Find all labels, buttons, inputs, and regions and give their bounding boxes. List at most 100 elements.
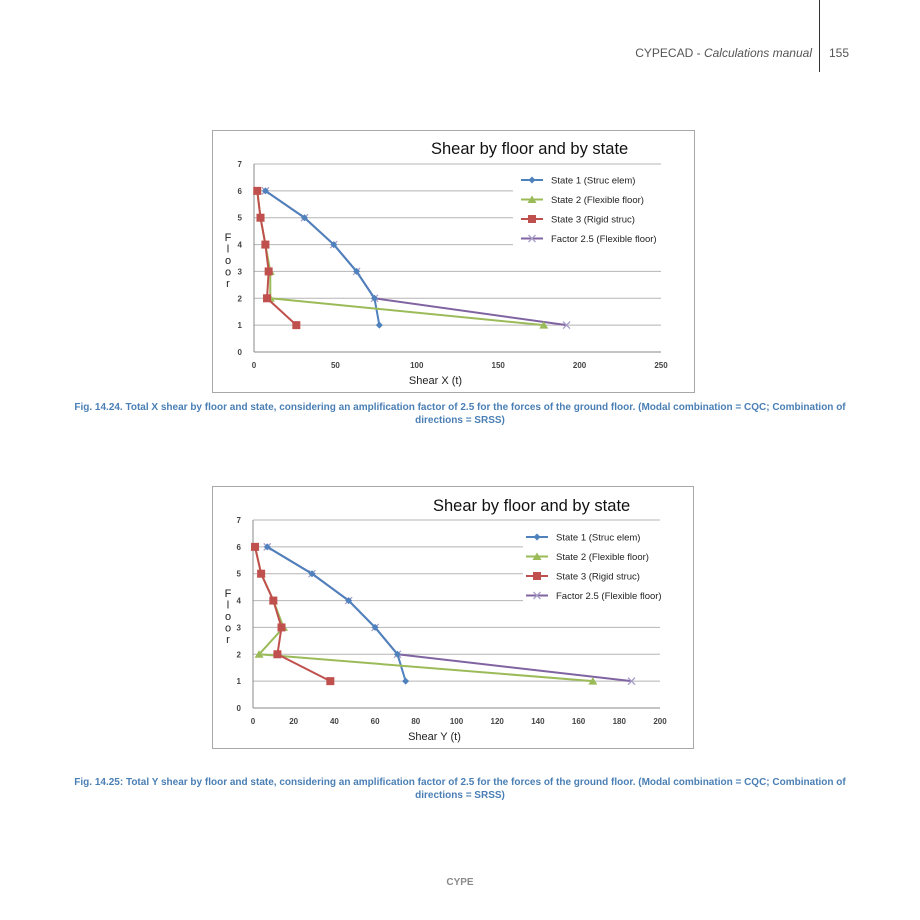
square-marker-icon bbox=[292, 321, 301, 330]
triangle-marker-icon bbox=[588, 677, 598, 685]
y-tick-label: 3 bbox=[238, 267, 243, 276]
diamond-marker-icon bbox=[393, 650, 401, 658]
square-marker-icon bbox=[263, 294, 272, 303]
diamond-marker-icon bbox=[330, 241, 338, 249]
series-state-1-struc-elem bbox=[261, 187, 383, 329]
chart-title: Shear by floor and by state bbox=[431, 140, 628, 158]
diamond-marker-icon bbox=[308, 570, 316, 578]
svg-text:State 1 (Struc elem): State 1 (Struc elem) bbox=[556, 533, 640, 544]
square-marker-icon bbox=[528, 215, 536, 223]
legend-item: State 2 (Flexible floor) bbox=[526, 552, 649, 563]
x-tick-label: 250 bbox=[654, 361, 668, 370]
x-axis-label: Shear Y (t) bbox=[408, 731, 461, 743]
series-state-3-rigid-struc bbox=[253, 186, 301, 330]
y-tick-label: 7 bbox=[237, 516, 242, 525]
y-tick-label: 0 bbox=[238, 348, 243, 357]
series-state-2-flexible-floor bbox=[252, 186, 549, 329]
triangle-marker-icon bbox=[539, 321, 549, 329]
x-tick-label: 100 bbox=[410, 361, 424, 370]
diamond-marker-icon bbox=[353, 267, 361, 275]
diamond-marker-icon bbox=[261, 187, 269, 195]
legend-item: State 1 (Struc elem) bbox=[521, 176, 635, 187]
shear-x-chart: Shear by floor and by state 0 1 2 3 4 5 6 7 0 50 10… bbox=[212, 130, 695, 393]
header-divider bbox=[819, 0, 820, 72]
x-tick-label: 80 bbox=[411, 717, 420, 726]
triangle-marker-icon bbox=[254, 650, 264, 658]
legend-item: State 3 (Rigid struc) bbox=[521, 215, 635, 226]
svg-text:State 2 (Flexible floor): State 2 (Flexible floor) bbox=[551, 195, 644, 206]
square-marker-icon bbox=[533, 572, 541, 580]
legend-item: Factor 2.5 (Flexible floor) bbox=[526, 591, 662, 602]
legend-item: State 3 (Rigid struc) bbox=[526, 572, 640, 583]
x-tick-label: 60 bbox=[371, 717, 380, 726]
svg-text:r: r bbox=[226, 634, 230, 646]
svg-text:State 3 (Rigid struc): State 3 (Rigid struc) bbox=[551, 215, 635, 226]
diamond-marker-icon bbox=[533, 533, 541, 541]
chart-title: Shear by floor and by state bbox=[433, 497, 630, 515]
y-tick-label: 3 bbox=[237, 623, 242, 632]
x-marker-icon bbox=[562, 321, 571, 330]
square-marker-icon bbox=[257, 569, 266, 578]
chart-legend: State 1 (Struc elem) State 2 (Flexible fl… bbox=[521, 176, 657, 245]
svg-text:o: o bbox=[225, 267, 231, 279]
x-tick-label: 40 bbox=[330, 717, 339, 726]
square-marker-icon bbox=[269, 596, 278, 605]
svg-text:Factor 2.5 (Flexible floor): Factor 2.5 (Flexible floor) bbox=[551, 234, 657, 245]
svg-text:State 2 (Flexible floor): State 2 (Flexible floor) bbox=[556, 552, 649, 563]
diamond-marker-icon bbox=[300, 214, 308, 222]
x-tick-label: 0 bbox=[251, 717, 256, 726]
y-tick-label: 2 bbox=[238, 294, 243, 303]
diamond-marker-icon bbox=[375, 321, 383, 329]
x-tick-label: 20 bbox=[289, 717, 298, 726]
diamond-marker-icon bbox=[371, 623, 379, 631]
square-marker-icon bbox=[326, 677, 335, 686]
x-tick-label: 180 bbox=[613, 717, 627, 726]
diamond-marker-icon bbox=[528, 176, 536, 184]
running-title: CYPECAD - Calculations manual bbox=[635, 46, 812, 60]
square-marker-icon bbox=[261, 240, 270, 249]
diamond-marker-icon bbox=[345, 597, 353, 605]
triangle-marker-icon bbox=[527, 195, 537, 203]
y-tick-label: 2 bbox=[237, 650, 242, 659]
svg-text:State 1 (Struc elem): State 1 (Struc elem) bbox=[551, 176, 635, 187]
diamond-marker-icon bbox=[402, 677, 410, 685]
figure-caption-14-24: Fig. 14.24. Total X shear by floor and s… bbox=[74, 402, 846, 426]
page-header: CYPECAD - Calculations manual 155 bbox=[0, 0, 920, 72]
x-tick-label: 50 bbox=[331, 361, 340, 370]
series-state-1-struc-elem bbox=[263, 543, 410, 685]
svg-text:F: F bbox=[225, 588, 232, 600]
x-tick-label: 100 bbox=[450, 717, 464, 726]
square-marker-icon bbox=[256, 213, 265, 222]
page-footer: CYPE bbox=[446, 877, 474, 888]
chart-legend: State 1 (Struc elem) State 2 (Flexible fl… bbox=[526, 533, 662, 602]
series-factor-2-5-flexible-floor bbox=[261, 186, 571, 330]
y-tick-label: 7 bbox=[238, 160, 243, 169]
square-marker-icon bbox=[277, 623, 286, 632]
svg-text:o: o bbox=[225, 611, 231, 623]
square-marker-icon bbox=[251, 542, 260, 551]
svg-text:o: o bbox=[225, 623, 231, 635]
x-marker-icon bbox=[627, 677, 636, 686]
svg-text:State 3 (Rigid struc): State 3 (Rigid struc) bbox=[556, 572, 640, 583]
diamond-marker-icon bbox=[370, 294, 378, 302]
diamond-marker-icon bbox=[263, 543, 271, 551]
shear-y-chart: Shear by floor and by state 0 1 2 3 4 5 6 7 0 20 40… bbox=[212, 486, 694, 749]
x-marker-icon bbox=[533, 591, 541, 600]
square-marker-icon bbox=[264, 267, 273, 276]
y-tick-label: 4 bbox=[237, 597, 242, 606]
running-title-product: CYPECAD - bbox=[635, 46, 704, 60]
legend-item: State 1 (Struc elem) bbox=[526, 533, 640, 544]
svg-text:l: l bbox=[227, 244, 229, 256]
y-tick-label: 1 bbox=[237, 677, 242, 686]
page-number: 155 bbox=[829, 46, 850, 60]
series-state-3-rigid-struc bbox=[251, 542, 335, 686]
x-tick-label: 200 bbox=[573, 361, 587, 370]
x-marker-icon bbox=[528, 234, 536, 243]
x-tick-label: 140 bbox=[531, 717, 545, 726]
x-axis-label: Shear X (t) bbox=[409, 375, 462, 387]
figure-caption-14-25: Fig. 14.25: Total Y shear by floor and s… bbox=[74, 777, 846, 801]
running-title-document: Calculations manual bbox=[703, 46, 812, 60]
series-state-2-flexible-floor bbox=[250, 542, 598, 685]
